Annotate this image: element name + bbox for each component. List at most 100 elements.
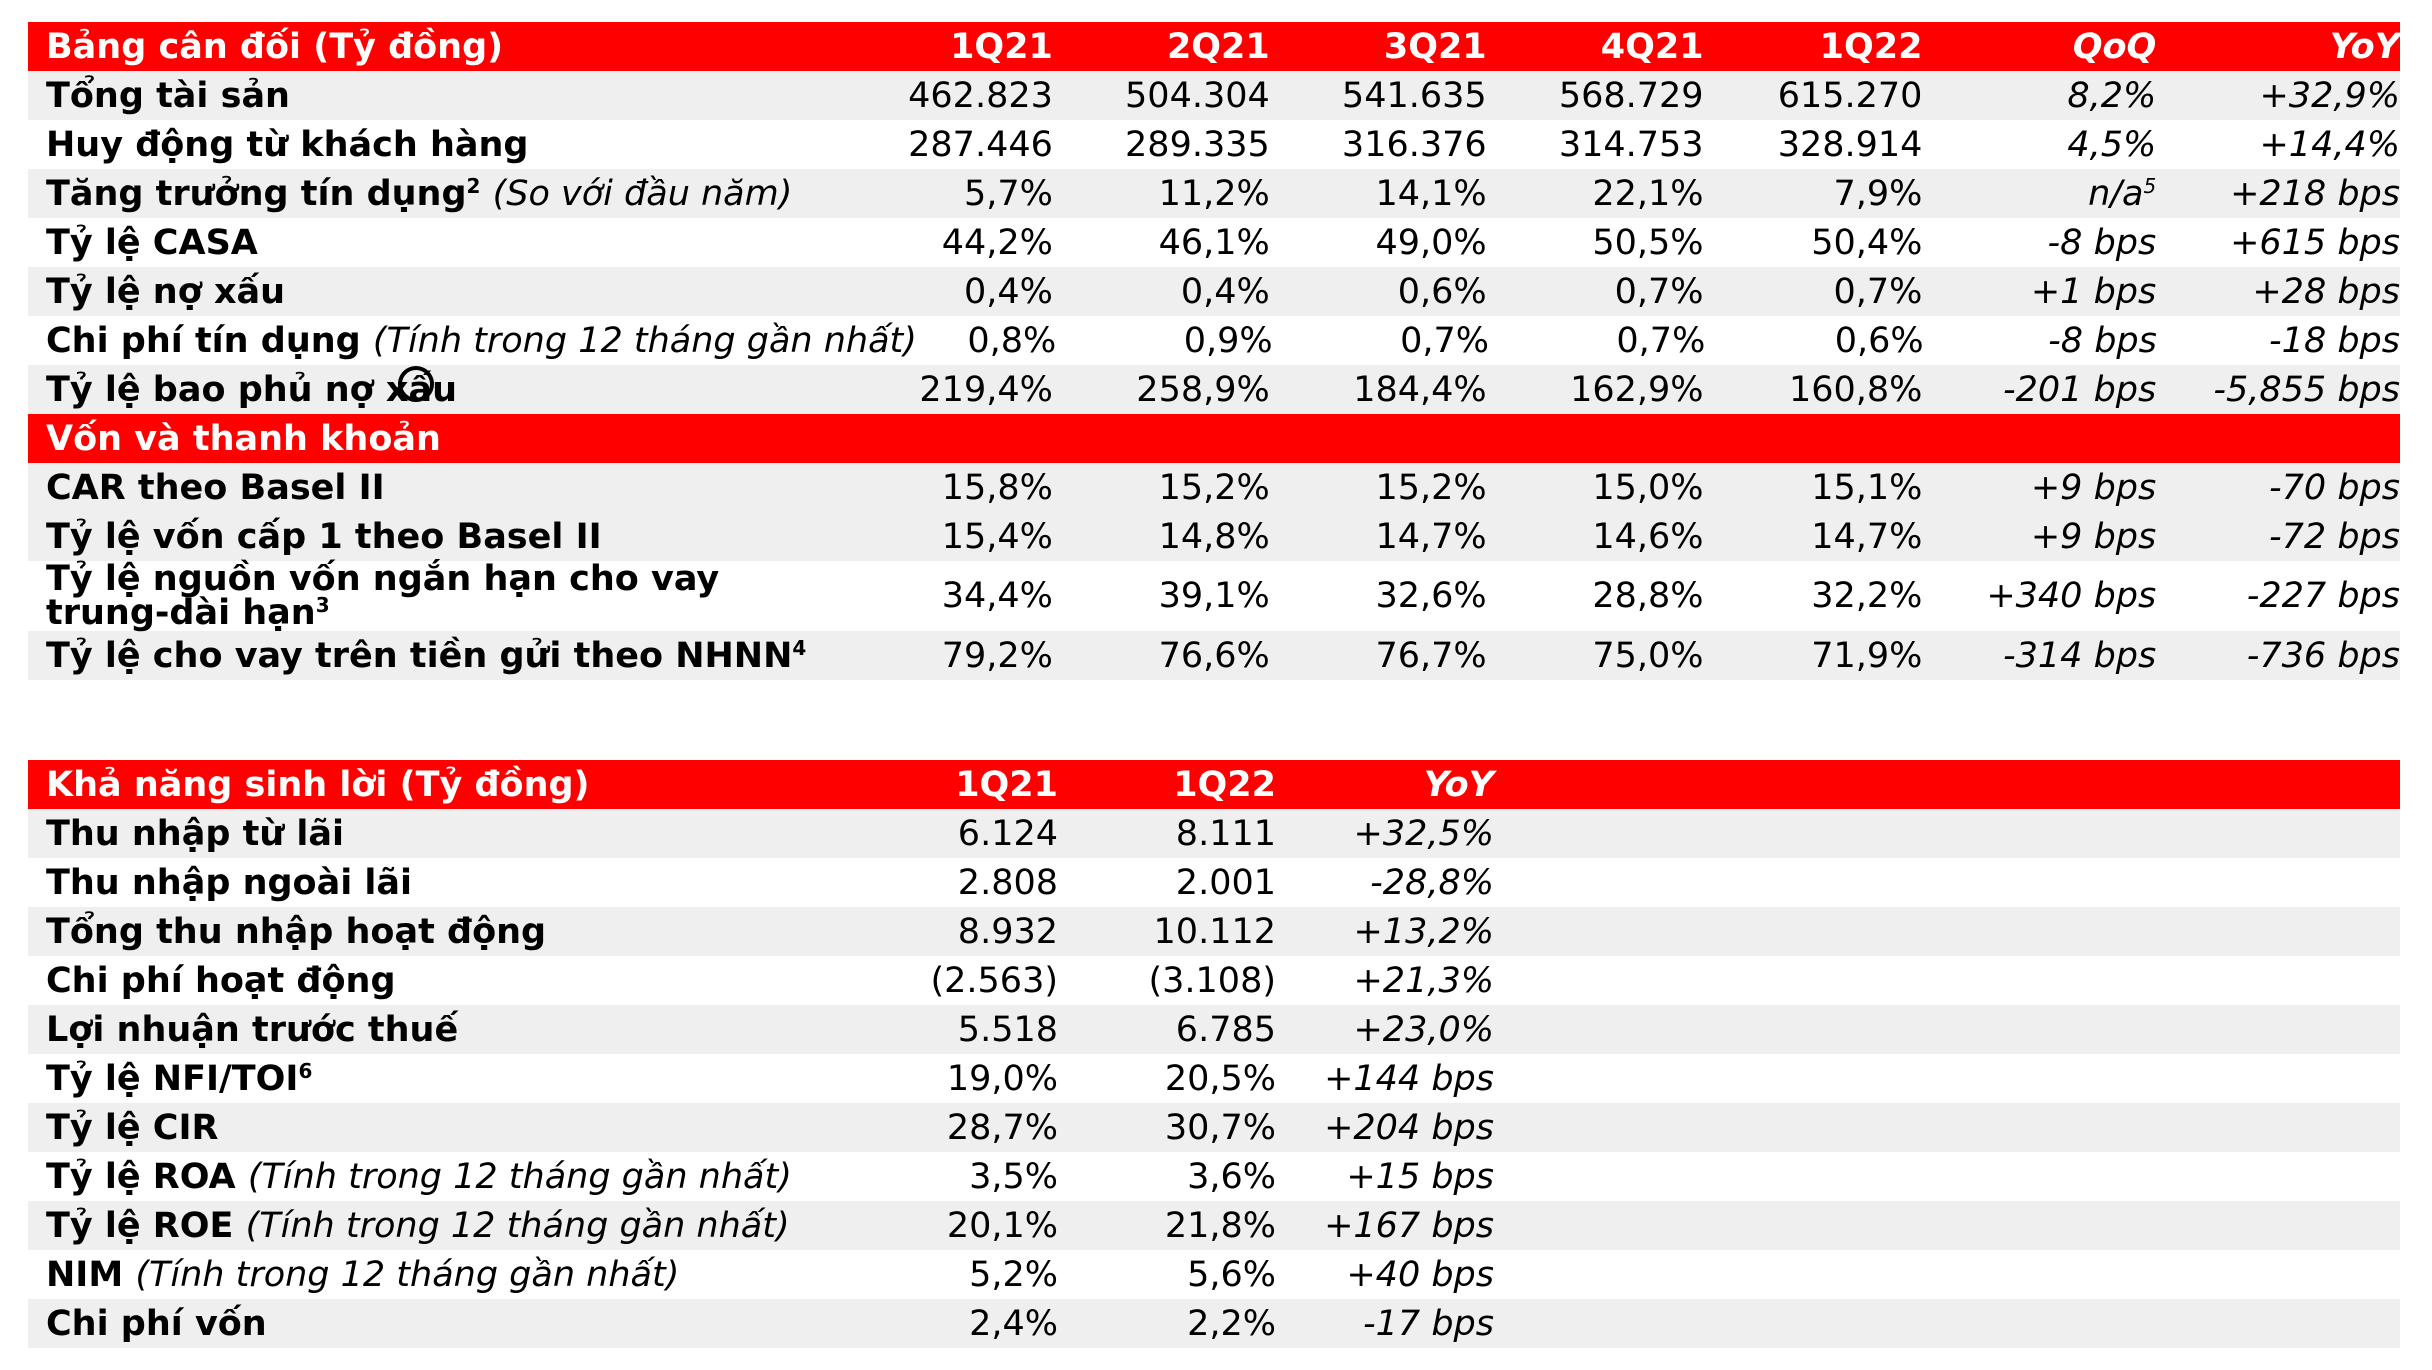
row-label: Tăng trưởng tín dụng2 (So với đầu năm): [46, 173, 793, 214]
cell-value: 15,2%: [1158, 467, 1270, 508]
row-label: Huy động từ khách hàng: [46, 124, 529, 165]
cell-value: +340 bps: [1986, 576, 2157, 616]
cell-value: 2,4%: [969, 1303, 1058, 1344]
cell-value: 39,1%: [1158, 576, 1270, 616]
cell-value: 184,4%: [1353, 369, 1487, 410]
cell-value: n/a5: [2088, 173, 2157, 214]
cell-value: 0,7%: [1400, 320, 1489, 361]
cell-value: 0,4%: [963, 271, 1053, 312]
cell-value: -70 bps: [2269, 467, 2400, 508]
row-label: Tỷ lệ vốn cấp 1 theo Basel II: [46, 516, 602, 557]
cell-value: 34,4%: [941, 576, 1053, 616]
cell-value: 21,8%: [1164, 1205, 1276, 1246]
cell-value: 287.446: [908, 124, 1053, 165]
table-row: Tỷ lệ nợ xấu 0,4% 0,4% 0,6% 0,7% 0,7% +1…: [28, 267, 2400, 316]
cell-value: 5.518: [957, 1009, 1058, 1050]
cell-value: 7,9%: [1833, 173, 1923, 214]
profitability-table: Khả năng sinh lời (Tỷ đồng) 1Q21 1Q22 Yo…: [28, 760, 2400, 1348]
table-row: Tỷ lệ vốn cấp 1 theo Basel II 15,4% 14,8…: [28, 512, 2400, 561]
cell-value: 5,2%: [969, 1254, 1058, 1295]
col-1q21: 1Q21: [950, 26, 1053, 67]
col-yoy: YoY: [2329, 26, 2400, 67]
cell-value: 289.335: [1125, 124, 1270, 165]
col-qoq: QoQ: [2072, 26, 2157, 67]
cell-value: 14,6%: [1592, 516, 1704, 557]
cell-value: -8 bps: [2047, 222, 2157, 263]
cell-value: -314 bps: [2003, 635, 2157, 676]
table-row: Tổng tài sản 462.823 504.304 541.635 568…: [28, 71, 2400, 120]
cell-value: (3.108): [1148, 960, 1276, 1001]
cell-value: +13,2%: [1353, 911, 1494, 952]
table-row: Tỷ lệ CIR 28,7% 30,7% +204 bps: [28, 1103, 2400, 1152]
table-row: Tỷ lệ NFI/TOI6 19,0% 20,5% +144 bps: [28, 1054, 2400, 1103]
cell-value: 8.111: [1175, 813, 1276, 854]
capital-title: Vốn và thanh khoản: [46, 418, 441, 459]
cell-value: 0,7%: [1833, 271, 1923, 312]
table-row: Huy động từ khách hàng 287.446 289.335 3…: [28, 120, 2400, 169]
cell-value: 28,7%: [946, 1107, 1058, 1148]
row-label: Tổng thu nhập hoạt động: [46, 911, 547, 952]
cell-value: -72 bps: [2269, 516, 2400, 557]
cell-value: 2.001: [1175, 862, 1276, 903]
cell-value: 75,0%: [1592, 635, 1704, 676]
cell-value: 20,1%: [946, 1205, 1058, 1246]
cell-value: 50,4%: [1811, 222, 1923, 263]
cell-value: -736 bps: [2246, 635, 2400, 676]
cell-value: 2,2%: [1187, 1303, 1276, 1344]
cell-value: +1 bps: [2030, 271, 2157, 312]
row-label: Tổng tài sản: [46, 75, 290, 116]
cell-value: +9 bps: [2030, 516, 2157, 557]
cell-value: 6.785: [1175, 1009, 1276, 1050]
table-row: Tăng trưởng tín dụng2 (So với đầu năm) 5…: [28, 169, 2400, 218]
profit-header-row: Khả năng sinh lời (Tỷ đồng) 1Q21 1Q22 Yo…: [28, 760, 2400, 809]
cell-value: -5,855 bps: [2213, 369, 2400, 410]
cell-value: 79,2%: [941, 635, 1053, 676]
cell-value: 15,0%: [1592, 467, 1704, 508]
cell-value: 504.304: [1125, 75, 1270, 116]
cell-value: 50,5%: [1592, 222, 1704, 263]
cell-value: 32,2%: [1811, 576, 1923, 616]
cell-value: 314.753: [1558, 124, 1704, 165]
row-label: Thu nhập ngoài lãi: [46, 862, 413, 903]
cell-value: -18 bps: [2269, 320, 2401, 361]
cell-value: 22,1%: [1592, 173, 1704, 214]
cell-value: 462.823: [908, 75, 1053, 116]
cell-value: -17 bps: [1363, 1303, 1494, 1344]
cell-value: 0,7%: [1614, 271, 1704, 312]
cell-value: -227 bps: [2246, 576, 2400, 616]
cell-value: 71,9%: [1811, 635, 1923, 676]
cell-value: +32,9%: [2259, 75, 2400, 116]
col-3q21: 3Q21: [1383, 26, 1487, 67]
cell-value: +144 bps: [1324, 1058, 1494, 1099]
cell-value: 2.808: [957, 862, 1058, 903]
row-label: CAR theo Basel II: [46, 467, 385, 508]
cell-value: 15,4%: [941, 516, 1053, 557]
table-row: Tỷ lệ nguồn vốn ngắn hạn cho vay trung-d…: [28, 561, 2400, 631]
cell-value: 14,7%: [1375, 516, 1487, 557]
cell-value: 4,5%: [2067, 124, 2157, 165]
cell-value: +15 bps: [1346, 1156, 1494, 1197]
cell-value: 30,7%: [1164, 1107, 1276, 1148]
col-1q22: 1Q22: [1819, 26, 1923, 67]
cell-value: 0,8%: [967, 320, 1057, 361]
row-label: Chi phí tín dụng (Tính trong 12 tháng gầ…: [46, 320, 917, 361]
cell-value: 0,7%: [1616, 320, 1706, 361]
cell-value: 28,8%: [1592, 576, 1704, 616]
row-label: Tỷ lệ nguồn vốn ngắn hạn cho vay trung-d…: [46, 559, 720, 633]
cell-value: 0,6%: [1834, 320, 1924, 361]
cell-value: 15,1%: [1811, 467, 1923, 508]
cell-value: 15,8%: [941, 467, 1053, 508]
row-label: Thu nhập từ lãi: [46, 813, 345, 854]
cell-value: 11,2%: [1158, 173, 1270, 214]
col-1q22: 1Q22: [1173, 764, 1276, 805]
row-label: Tỷ lệ CIR: [46, 1107, 219, 1148]
table-row: Chi phí vốn 2,4% 2,2% -17 bps: [28, 1299, 2400, 1348]
table-row: Thu nhập từ lãi 6.124 8.111 +32,5%: [28, 809, 2400, 858]
table-row: Tỷ lệ cho vay trên tiền gửi theo NHNN4 7…: [28, 631, 2400, 680]
cell-value: 8.932: [957, 911, 1058, 952]
row-label: Chi phí vốn: [46, 1303, 267, 1344]
cell-value: (2.563): [930, 960, 1058, 1001]
cell-value: 44,2%: [941, 222, 1053, 263]
cell-value: +204 bps: [1324, 1107, 1494, 1148]
cell-value: 5,7%: [963, 173, 1053, 214]
